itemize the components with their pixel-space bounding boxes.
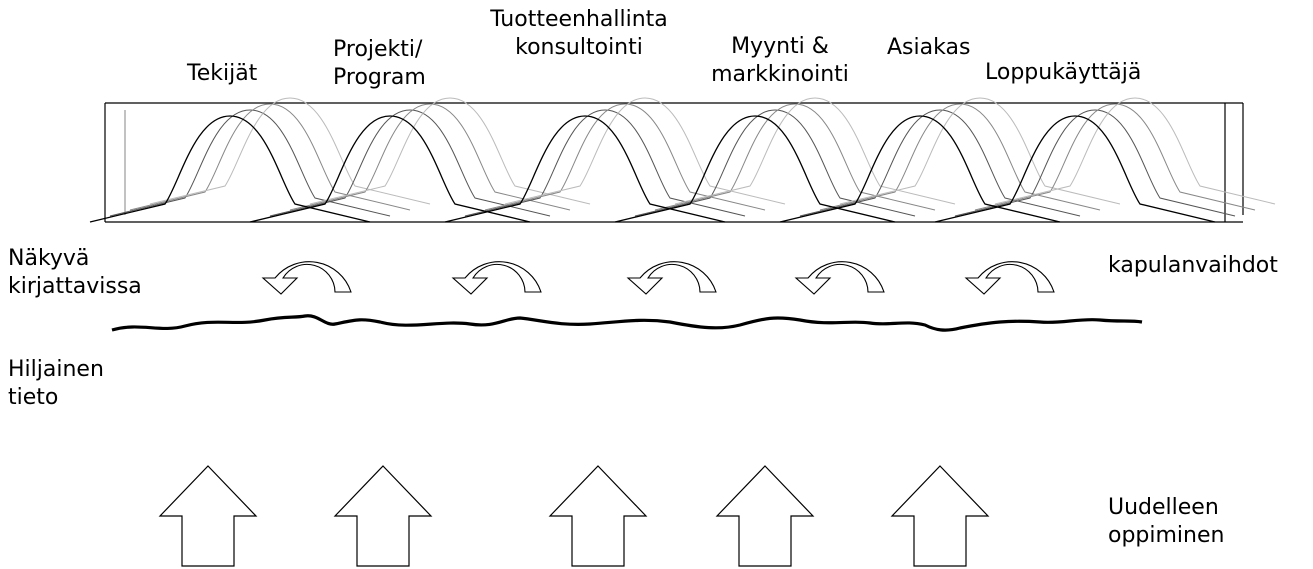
stage-label-2-line2: konsultointi (515, 35, 643, 60)
stage-4-ghost-curve-1 (819, 103, 1101, 211)
tacit-knowledge-line2: tieto (8, 385, 59, 410)
stage-label-0-text: Tekijät (187, 61, 258, 86)
stage-1-ghost-curve-0 (269, 109, 551, 217)
stage-2-curve (444, 115, 726, 223)
stage-label-4-text: Asiakas (887, 35, 971, 60)
stage-label-3: Myynti & markkinointi (700, 33, 860, 89)
stage-3-ghost-curve-1 (654, 103, 936, 211)
stage-2-ghost-curve-0 (464, 109, 746, 217)
tacit-divider-line (111, 314, 1143, 332)
stage-5-ghost-curve-1 (974, 103, 1256, 211)
stage-4-ghost-curve-2 (839, 97, 1121, 205)
stage-0-ghost-curve-0 (109, 109, 391, 217)
up-arrow-icon-4 (890, 465, 990, 567)
ghost-curves (109, 97, 1276, 217)
stage-label-3-line2: markkinointi (711, 62, 849, 87)
stage-1-ghost-curve-2 (309, 97, 591, 205)
stage-0-curve (89, 115, 371, 223)
handoffs-label-text: kapulanvaihdot (1108, 253, 1278, 278)
stage-label-2-line1: Tuotteenhallinta (490, 7, 668, 32)
relearning-label: Uudelleen oppiminen (1108, 494, 1224, 550)
stage-0-ghost-curve-1 (129, 103, 411, 211)
visible-knowledge-line2: kirjattavissa (8, 274, 142, 299)
stage-label-3-line1: Myynti & (731, 34, 829, 59)
stage-3-ghost-curve-2 (674, 97, 956, 205)
perspective-box (104, 102, 1244, 223)
stage-5-ghost-curve-0 (954, 109, 1236, 217)
handoff-arrow-icon-0 (261, 261, 352, 295)
stage-label-5-text: Loppukäyttäjä (985, 60, 1142, 85)
up-arrows (158, 465, 990, 567)
stage-4-curve (779, 115, 1061, 223)
handoff-arrow-icon-1 (451, 261, 542, 295)
handoff-arrow-icon-4 (964, 261, 1055, 295)
stage-0-ghost-curve-2 (149, 97, 431, 205)
up-arrow-icon-1 (333, 465, 433, 567)
stage-label-2: Tuotteenhallinta konsultointi (484, 6, 674, 62)
stage-5-curve (934, 115, 1216, 223)
stage-label-0: Tekijät (187, 60, 257, 88)
stage-label-5: Loppukäyttäjä (985, 59, 1141, 87)
stage-label-1-line2: Program (333, 65, 426, 90)
stage-label-1: Projekti/ Program (333, 36, 426, 92)
stage-label-1-line1: Projekti/ (333, 37, 423, 62)
handoff-arrows (261, 261, 1055, 295)
visible-knowledge-label: Näkyvä kirjattavissa (8, 245, 142, 301)
stage-3-curve (614, 115, 896, 223)
tacit-knowledge-label: Hiljainen tieto (8, 356, 104, 412)
handoff-arrow-icon-3 (794, 261, 885, 295)
up-arrow-icon-0 (158, 465, 258, 567)
stage-5-ghost-curve-2 (994, 97, 1276, 205)
stage-1-ghost-curve-1 (289, 103, 571, 211)
stage-label-4: Asiakas (887, 34, 970, 62)
visible-knowledge-line1: Näkyvä (8, 246, 90, 271)
relearning-line1: Uudelleen (1108, 495, 1219, 520)
stage-2-ghost-curve-1 (484, 103, 766, 211)
relearning-line2: oppiminen (1108, 523, 1225, 548)
stage-2-ghost-curve-2 (504, 97, 786, 205)
stage-1-curve (249, 115, 531, 223)
stage-4-ghost-curve-0 (799, 109, 1081, 217)
main-curves (89, 115, 1216, 223)
up-arrow-icon-3 (715, 465, 815, 567)
tacit-knowledge-line1: Hiljainen (8, 357, 104, 382)
handoffs-label: kapulanvaihdot (1108, 252, 1278, 280)
up-arrow-icon-2 (548, 465, 648, 567)
stage-3-ghost-curve-0 (634, 109, 916, 217)
handoff-arrow-icon-2 (626, 261, 717, 295)
